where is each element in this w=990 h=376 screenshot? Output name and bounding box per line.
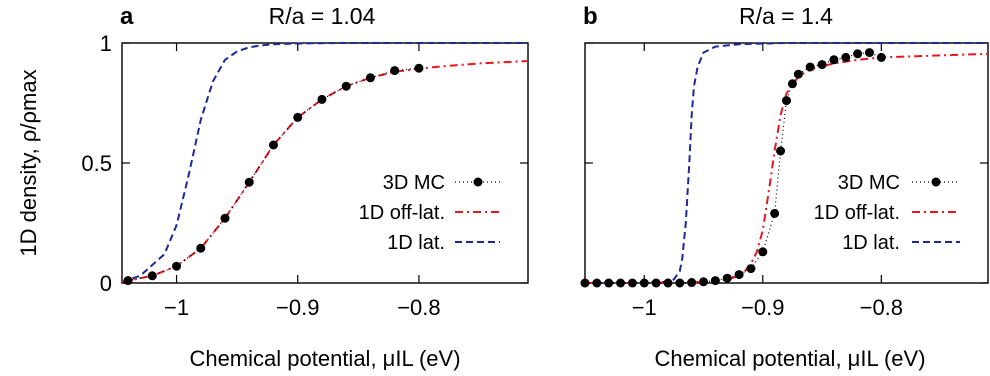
data-point-b-10 [699, 277, 709, 287]
legend-label-lat-b: 1D lat. [842, 232, 900, 254]
data-point-b-9 [687, 278, 697, 288]
data-point-b-16 [770, 208, 780, 218]
panel-letter-a: a [120, 3, 134, 30]
x-axis-label-a: Chemical potential, μIL (eV) [189, 346, 460, 371]
panel-letter-b: b [583, 3, 598, 30]
data-point-b-26 [864, 48, 874, 58]
data-point-a-4 [220, 213, 230, 223]
data-point-a-3 [196, 243, 206, 253]
series-line-3d-mc-a [127, 67, 419, 282]
data-point-b-15 [758, 247, 768, 257]
x-tick-label-a-2: −0.8 [397, 295, 440, 320]
series-line-1d-off-lat-a [121, 60, 529, 283]
x-ticks-b: −1 −0.9 −0.8 [632, 43, 903, 320]
y-ticks-b [585, 42, 988, 284]
data-point-b-2 [604, 278, 614, 288]
data-point-b-27 [876, 52, 886, 62]
series-group-a [121, 42, 529, 286]
x-tick-label-b-2: −0.8 [860, 295, 903, 320]
data-point-a-2 [172, 261, 182, 271]
data-point-b-11 [710, 276, 720, 286]
data-point-a-8 [317, 94, 327, 104]
series-line-1d-lat-a [121, 42, 528, 283]
legend-label-offlat-b: 1D off-lat. [814, 202, 900, 224]
data-point-a-7 [293, 112, 303, 122]
y-axis-label: 1D density, ρ/ρmax [16, 69, 41, 256]
legend-b: 3D MC 1D off-lat. 1D lat. [814, 172, 960, 254]
legend-label-mc-a: 3D MC [383, 172, 445, 194]
series-line-3d-mc-b [585, 51, 882, 284]
x-tick-label-b-1: −0.9 [741, 295, 784, 320]
data-point-b-5 [639, 278, 649, 288]
data-point-b-7 [663, 278, 673, 288]
legend-label-offlat-a: 1D off-lat. [359, 202, 445, 224]
y-tick-label-a-1: 0.5 [81, 151, 112, 176]
data-point-b-14 [746, 264, 756, 274]
data-point-a-1 [147, 271, 157, 281]
data-point-b-12 [722, 273, 732, 283]
data-point-a-12 [414, 63, 424, 73]
data-point-b-19 [787, 79, 797, 89]
y-tick-label-a-0: 0 [100, 271, 112, 296]
data-point-b-6 [651, 278, 661, 288]
data-point-a-0 [123, 276, 133, 286]
data-point-b-3 [616, 278, 626, 288]
y-tick-label-a-2: 1 [100, 31, 112, 56]
data-point-b-13 [734, 270, 744, 280]
x-tick-label-b-0: −1 [632, 295, 657, 320]
x-tick-label-a-1: −0.9 [276, 295, 319, 320]
data-point-a-5 [244, 177, 254, 187]
data-point-a-9 [341, 81, 351, 91]
data-point-b-1 [592, 278, 602, 288]
x-tick-label-a-0: −1 [164, 295, 189, 320]
data-point-b-4 [627, 278, 637, 288]
panel-a: a R/a = 1.04 00.51 −1 −0.9 −0.8 Chemical p… [81, 3, 529, 371]
plot-frame-b [584, 42, 989, 284]
data-point-b-25 [853, 49, 863, 59]
y-ticks-a: 00.51 [81, 31, 528, 296]
data-point-b-18 [782, 96, 791, 106]
plot-frame-a [121, 42, 529, 284]
legend-label-mc-b: 3D MC [838, 172, 900, 194]
data-point-a-6 [268, 140, 278, 150]
series-group-b [580, 42, 989, 288]
panel-b: b R/a = 1.4 −1 −0.9 −0.8 Chemical potentia… [580, 3, 989, 371]
data-point-b-21 [805, 62, 815, 72]
panel-title-b: R/a = 1.4 [739, 3, 833, 29]
data-point-a-11 [390, 66, 400, 76]
data-point-b-0 [580, 278, 590, 288]
series-line-1d-off-lat-b [585, 52, 989, 284]
panel-title-a: R/a = 1.04 [269, 3, 376, 29]
legend-marker-mc-a [473, 177, 483, 187]
data-point-b-22 [817, 60, 827, 70]
series-line-1d-lat-b [584, 42, 988, 284]
legend-label-lat-a: 1D lat. [387, 232, 445, 254]
data-point-b-8 [675, 278, 685, 288]
data-point-b-20 [793, 69, 803, 79]
legend-marker-mc-b [931, 177, 941, 187]
legend-a: 3D MC 1D off-lat. 1D lat. [359, 172, 500, 254]
data-point-b-23 [829, 55, 839, 65]
data-point-b-24 [841, 52, 851, 62]
data-point-a-10 [365, 73, 375, 83]
x-axis-label-b: Chemical potential, μIL (eV) [654, 346, 925, 371]
data-point-b-17 [776, 146, 786, 156]
x-ticks-a: −1 −0.9 −0.8 [164, 43, 441, 320]
